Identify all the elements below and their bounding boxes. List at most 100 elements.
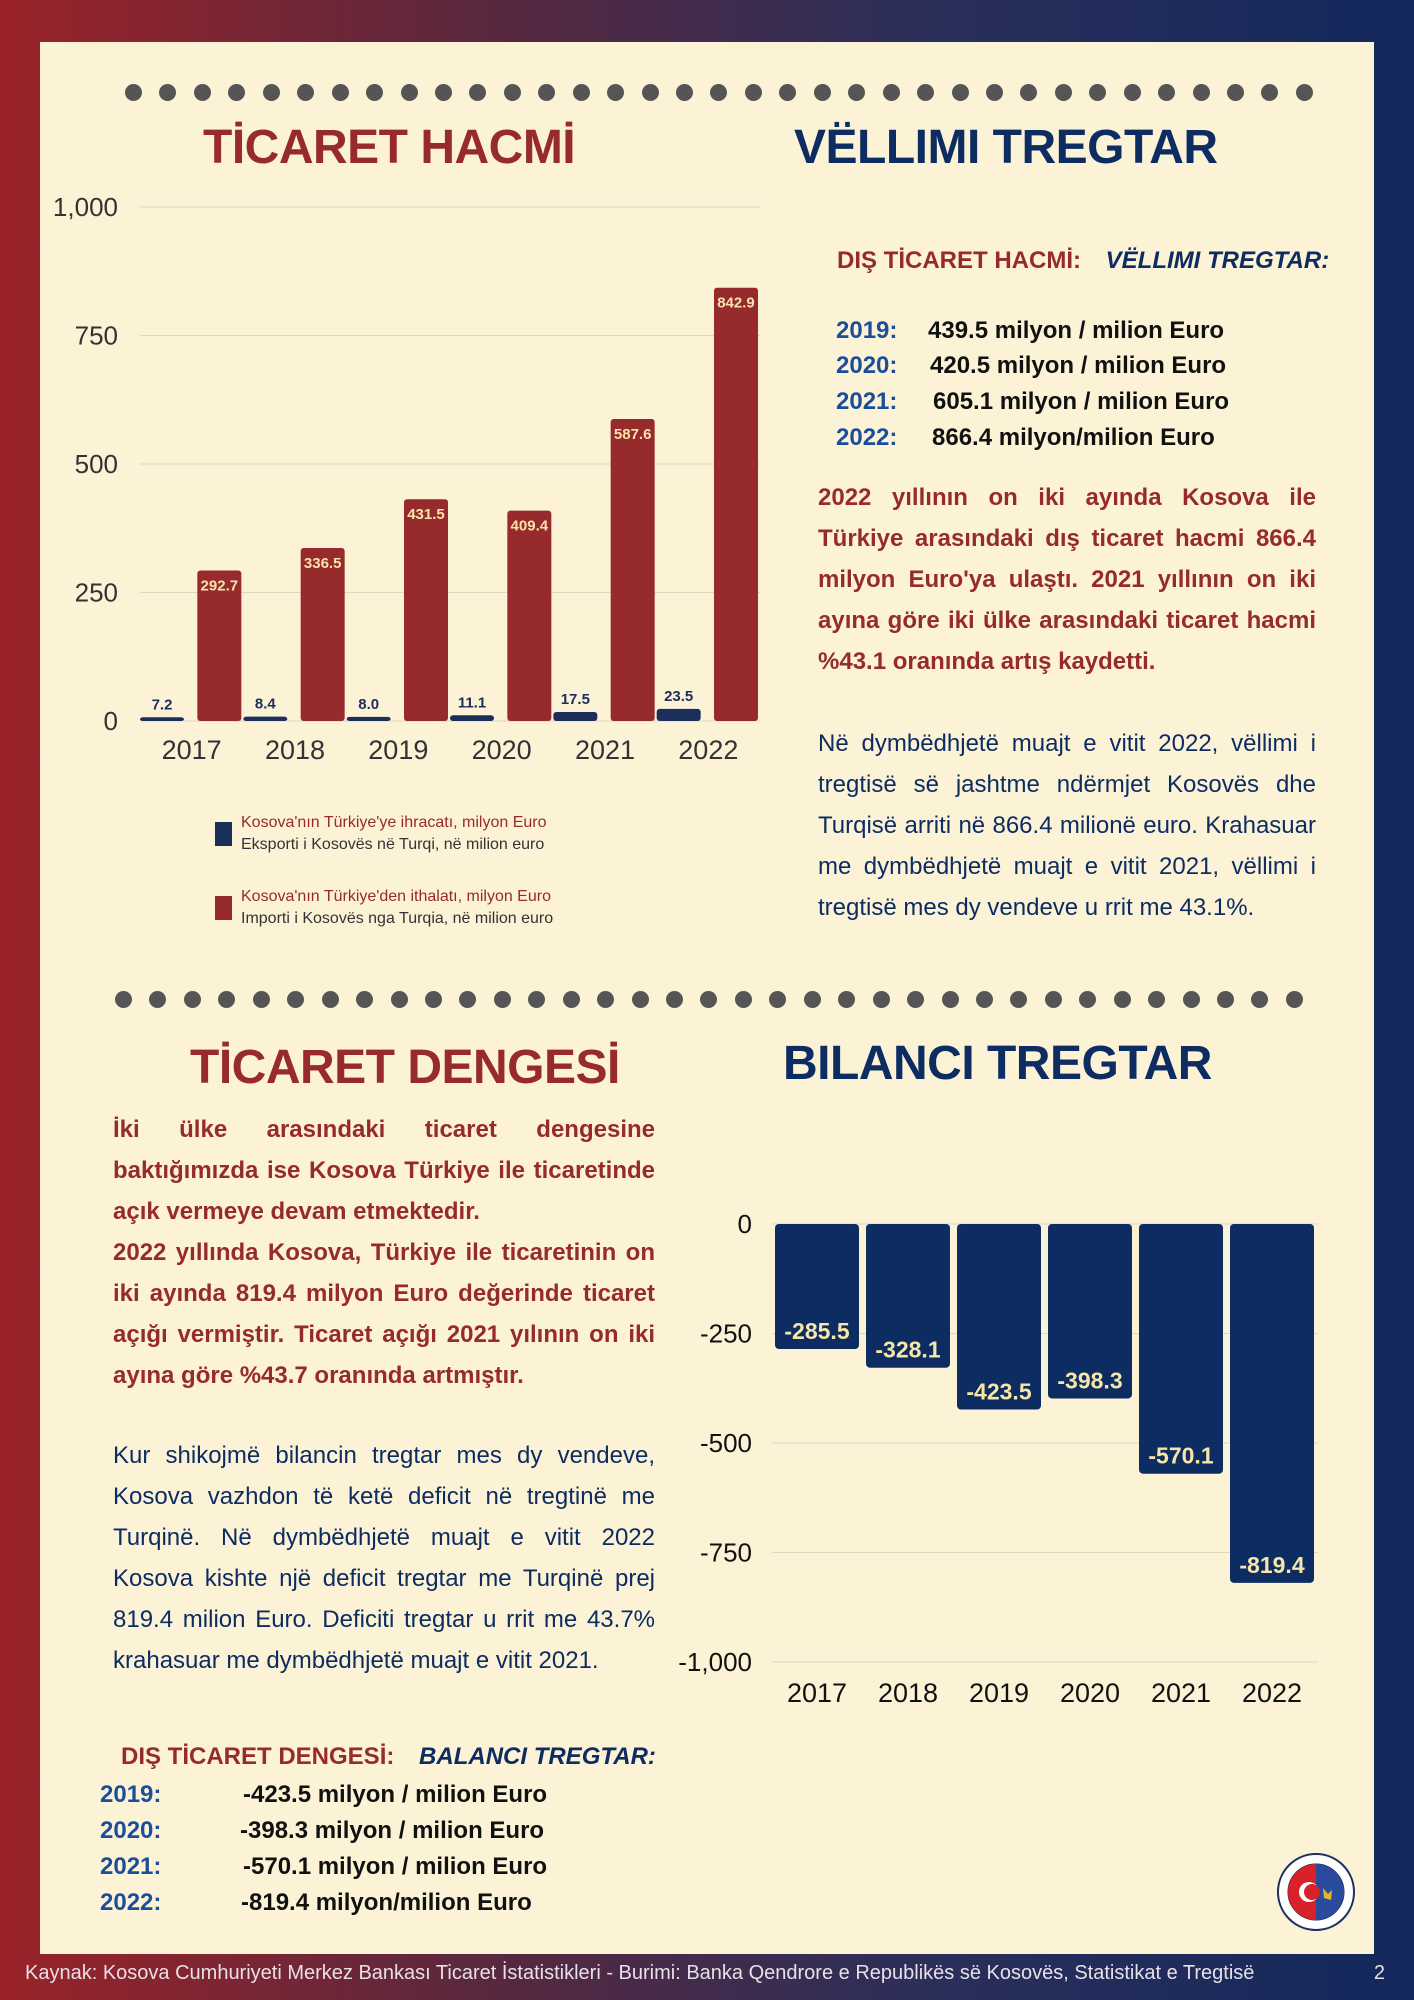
divider-dot [941, 991, 959, 1008]
y-tick-label: 250 [75, 578, 118, 608]
divider-dot [700, 991, 718, 1008]
volume-title-tr: TİCARET HACMİ [203, 121, 576, 174]
divider-dot [1044, 991, 1062, 1008]
x-tick-label: 2017 [162, 735, 222, 765]
balance-stat-value: -423.5 milyon / milion Euro [243, 1781, 548, 1808]
import-bar [197, 570, 242, 721]
import-value-label: 587.6 [614, 426, 652, 443]
balance-stat-2022: 2022: -819.4 milyon/milion Euro [100, 1889, 532, 1917]
export-value-label: 11.1 [458, 694, 486, 711]
divider-dot [951, 84, 969, 101]
divider-dot [1123, 84, 1141, 101]
legend-exports: Kosova'nın Türkiye'ye ihracatı, milyon E… [215, 812, 615, 856]
page-number: 2 [1373, 1962, 1385, 1984]
footer: Kaynak: Kosova Cumhuriyeti Merkez Bankas… [25, 1962, 1395, 1985]
x-tick-label: 2019 [368, 735, 428, 765]
divider-dot [115, 991, 132, 1008]
balance-value-label: -570.1 [1148, 1443, 1213, 1469]
volume-stat-2021: 2021: 605.1 milyon / milion Euro [836, 388, 1229, 416]
balance-stat-value: -398.3 milyon / milion Euro [240, 1817, 545, 1844]
x-tick-label: 2017 [787, 1678, 847, 1708]
import-bar [714, 287, 758, 721]
trade-volume-chart-svg: 0 250 500 750 1,000 7.2 292.7 2017 8.4 336.5 2018 8… [53, 192, 760, 765]
import-value-label: 409.4 [511, 518, 549, 535]
balance-label-sq: BALANCI TREGTAR: [419, 1743, 656, 1770]
divider-dot [769, 991, 787, 1008]
balance-paragraph-tr-2: 2022 yıllında Kosova, Türkiye ile ticare… [113, 1239, 655, 1389]
export-bar [656, 708, 701, 721]
balance-stat-value: -570.1 milyon / milion Euro [243, 1853, 548, 1880]
divider-dot [1261, 84, 1279, 101]
divider-dot [252, 991, 270, 1008]
divider-dot [1054, 84, 1072, 101]
dot-divider-top [125, 84, 1313, 101]
volume-stat-year: 2022: [836, 424, 898, 451]
footer-source: Kaynak: Kosova Cumhuriyeti Merkez Bankas… [25, 1962, 1255, 1984]
import-value-label: 842.9 [717, 295, 755, 312]
import-value-label: 292.7 [201, 578, 239, 595]
y-tick-label: -750 [700, 1538, 752, 1568]
balance-value-label: -328.1 [875, 1337, 940, 1363]
divider-dot [321, 991, 339, 1008]
x-tick-label: 2020 [1060, 1678, 1120, 1708]
divider-dot [1182, 991, 1200, 1008]
balance-stat-2019: 2019: -423.5 milyon / milion Euro [100, 1781, 547, 1809]
volume-stat-2020: 2020: 420.5 milyon / milion Euro [836, 352, 1226, 380]
divider-dot [1148, 991, 1166, 1008]
balance-value-label: -423.5 [966, 1378, 1031, 1404]
trade-balance-chart: 0 -250 -500 -750 -1,000 -285.5 2017 -328.1 2018 -… [660, 1200, 1330, 1720]
divider-dot [917, 84, 935, 101]
export-bar [140, 717, 184, 721]
x-tick-label: 2019 [969, 1678, 1029, 1708]
divider-dot [597, 991, 615, 1008]
balance-stat-year: 2022: [100, 1889, 162, 1916]
x-tick-label: 2022 [678, 735, 738, 765]
legend-exports-tr: Kosova'nın Türkiye'ye ihracatı, milyon E… [241, 814, 547, 831]
legend-exports-sq: Eksporti i Kosovës në Turqi, në milion e… [241, 836, 545, 853]
divider-dot [390, 991, 408, 1008]
divider-dot [666, 991, 683, 1008]
trade-balance-chart-svg: 0 -250 -500 -750 -1,000 -285.5 2017 -328.1 2018 -… [678, 1209, 1318, 1708]
y-tick-label: 750 [75, 321, 118, 351]
balance-stat-2020: 2020: -398.3 milyon / milion Euro [100, 1817, 544, 1845]
divider-dot [287, 991, 305, 1008]
divider-dot [366, 84, 384, 101]
balance-bar [866, 1224, 950, 1368]
volume-stat-value: 605.1 milyon / milion Euro [933, 388, 1230, 415]
volume-stat-2019: 2019: 439.5 milyon / milion Euro [836, 317, 1224, 345]
balance-stat-year: 2021: [100, 1853, 162, 1880]
balance-label: DIŞ TİCARET DENGESİ: BALANCI TREGTAR: [121, 1743, 656, 1771]
balance-stat-year: 2020: [100, 1817, 162, 1844]
volume-label-sq: VËLLIMI TREGTAR: [1105, 247, 1330, 274]
trade-volume-chart: 0 250 500 750 1,000 7.2 292.7 2017 8.4 336.5 2018 8… [40, 180, 770, 780]
import-bar [300, 548, 345, 721]
import-value-label: 431.5 [407, 506, 445, 523]
balance-bar [1048, 1224, 1132, 1399]
balance-title-tr: TİCARET DENGESİ [190, 1041, 620, 1094]
import-bar [507, 510, 552, 721]
divider-dot [562, 991, 580, 1008]
divider-dot [907, 991, 925, 1008]
divider-dot [183, 991, 201, 1008]
divider-dot [469, 84, 487, 101]
legend-imports-sq: Importi i Kosovës nga Turqia, në milion … [241, 910, 554, 927]
balance-stat-2021: 2021: -570.1 milyon / milion Euro [100, 1853, 547, 1881]
divider-dot [125, 84, 142, 101]
divider-dot [538, 84, 556, 101]
divider-dot [734, 991, 752, 1008]
x-tick-label: 2021 [1151, 1678, 1211, 1708]
divider-dot [1251, 991, 1269, 1008]
divider-dot [1010, 991, 1028, 1008]
balance-bar [775, 1224, 859, 1350]
volume-stat-2022: 2022: 866.4 milyon/milion Euro [836, 424, 1215, 452]
divider-dot [607, 84, 625, 101]
divider-dot [710, 84, 728, 101]
balance-value-label: -819.4 [1239, 1552, 1304, 1578]
divider-dot [493, 991, 511, 1008]
balance-value-label: -398.3 [1057, 1367, 1122, 1393]
divider-dot [218, 991, 236, 1008]
chamber-logo [1276, 1852, 1356, 1932]
y-tick-label: 0 [738, 1209, 752, 1239]
dot-divider-middle [115, 991, 1303, 1008]
divider-dot [1285, 991, 1303, 1008]
